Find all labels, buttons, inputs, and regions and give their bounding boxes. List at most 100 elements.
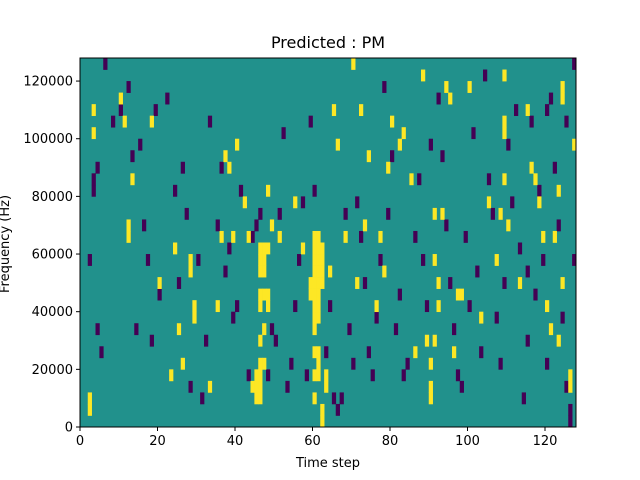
x-axis-title: Time step <box>295 456 360 471</box>
heatmap-cell-high <box>502 127 507 140</box>
heatmap-cell-low <box>448 277 453 289</box>
heatmap-cell-high <box>235 138 240 151</box>
heatmap-cell-low <box>95 323 100 336</box>
heatmap-cell-high <box>324 369 329 382</box>
heatmap-cell-high <box>328 265 333 278</box>
heatmap-cell-high <box>316 242 321 255</box>
heatmap-cell-high <box>316 369 321 382</box>
heatmap-cell-high <box>343 230 348 243</box>
heatmap-cell-high <box>506 219 511 232</box>
heatmap-cell-low <box>145 254 151 266</box>
heatmap-cell-low <box>421 254 426 266</box>
heatmap-cell-high <box>266 300 271 313</box>
heatmap-cell-high <box>568 369 573 382</box>
heatmap-cell-high <box>568 380 573 393</box>
plot-frame <box>79 57 577 428</box>
heatmap-cell-high <box>502 173 507 186</box>
heatmap-cell-high <box>258 392 263 405</box>
heatmap-cell-high <box>351 58 356 70</box>
y-axis-title: Frequency (Hz) <box>0 195 13 293</box>
heatmap-cell-low <box>235 300 240 313</box>
heatmap-cell-low <box>428 138 433 151</box>
heatmap-cell-low <box>525 334 530 347</box>
heatmap-cell-low <box>300 196 306 209</box>
heatmap-cell-high <box>316 277 321 289</box>
heatmap-cell-high <box>122 115 127 128</box>
heatmap-cell-high <box>269 219 275 232</box>
heatmap-background <box>80 58 576 427</box>
heatmap-cell-high <box>258 254 263 266</box>
heatmap-cell-low <box>99 346 104 359</box>
heatmap-cell-high <box>258 288 263 301</box>
heatmap-cell-high <box>231 230 236 243</box>
heatmap-cell-high <box>266 184 271 197</box>
heatmap-cell-low <box>277 207 282 220</box>
heatmap-cell-low <box>149 334 154 347</box>
heatmap-cell-high <box>118 92 123 105</box>
heatmap-cell-high <box>266 288 271 301</box>
y-tick-label: 80000 <box>32 190 73 205</box>
heatmap-cell-low <box>521 392 526 405</box>
heatmap-cell-low <box>246 369 251 382</box>
x-tick-label: 60 <box>304 434 321 449</box>
heatmap-cell-high <box>502 69 507 82</box>
heatmap-cell-low <box>537 184 542 197</box>
heatmap-cell-low <box>351 357 356 370</box>
heatmap-cell-high <box>560 277 565 289</box>
heatmap-cell-low <box>335 403 340 416</box>
heatmap-cell-high <box>440 207 445 220</box>
heatmap-cell-high <box>126 219 131 232</box>
heatmap-cell-low <box>545 357 550 370</box>
heatmap-cell-high <box>192 311 197 324</box>
heatmap-cell-high <box>316 265 321 278</box>
heatmap-cell-low <box>568 415 573 428</box>
heatmap-cell-low <box>165 92 170 105</box>
heatmap-cell-high <box>494 254 499 266</box>
heatmap-cell-low <box>130 150 135 163</box>
heatmap-cell-low <box>331 392 337 405</box>
heatmap-cell-high <box>91 127 96 140</box>
heatmap-cell-high <box>258 369 263 382</box>
heatmap-cell-high <box>312 254 317 266</box>
heatmap-cell-low <box>560 311 565 324</box>
heatmap-cell-low <box>258 207 263 220</box>
heatmap-cell-high <box>254 369 259 382</box>
heatmap-cell-high <box>548 323 554 336</box>
heatmap-cell-high <box>293 196 298 209</box>
heatmap-cell-high <box>572 138 577 151</box>
heatmap-cell-high <box>173 242 178 255</box>
heatmap-cell-high <box>525 104 530 117</box>
heatmap-cell-low <box>479 346 484 359</box>
heatmap-cell-high <box>258 300 263 313</box>
heatmap-cell-low <box>545 104 550 117</box>
axes: 0 20 40 60 80 100 120 0 20000 40000 60000 80000 1000… <box>23 57 577 449</box>
heatmap-cell-high <box>258 357 263 370</box>
heatmap-cell-low <box>173 184 178 197</box>
heatmap-cell-low <box>529 115 534 128</box>
x-tick-label: 40 <box>227 434 244 449</box>
heatmap-cell-high <box>432 207 437 220</box>
heatmap-cell-high <box>254 380 259 393</box>
heatmap-cell-low <box>304 369 309 382</box>
heatmap-cell-high <box>192 300 197 313</box>
heatmap-cell-low <box>103 58 108 70</box>
heatmap-cell-high <box>258 380 263 393</box>
heatmap-cell-high <box>207 380 213 393</box>
heatmap-cell-high <box>537 196 542 209</box>
heatmap-cell-low <box>413 230 418 243</box>
heatmap-cell-high <box>308 277 313 289</box>
heatmap-cell-low <box>374 311 379 324</box>
heatmap-cell-high <box>432 254 437 266</box>
heatmap-cell-low <box>285 380 290 393</box>
heatmap-cell-high <box>312 311 317 324</box>
heatmap-cell-high <box>130 173 135 186</box>
heatmap-cell-low <box>297 254 302 266</box>
y-tick-label: 120000 <box>23 75 73 90</box>
heatmap-cell-high <box>397 138 402 151</box>
heatmap-cell-low <box>142 219 147 232</box>
heatmap-cell-high <box>529 161 534 174</box>
heatmap-cell-low <box>378 254 383 266</box>
heatmap-cell-low <box>452 323 457 336</box>
x-tick-label: 0 <box>76 434 84 449</box>
